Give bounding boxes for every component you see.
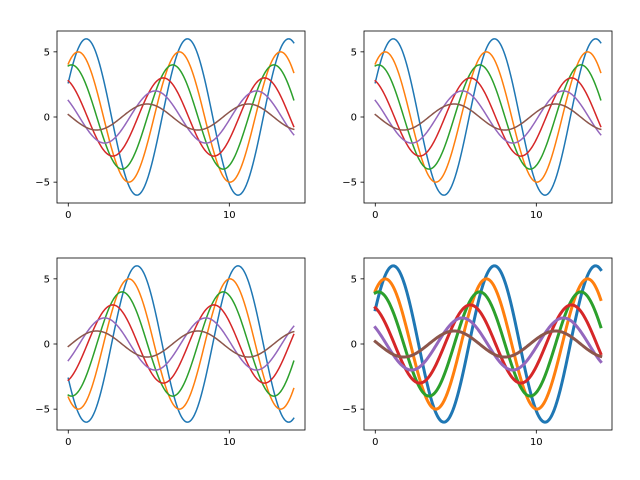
series-line-5 — [373, 316, 603, 372]
series-line-6 — [374, 103, 602, 131]
y-tick-label: 0 — [351, 340, 357, 351]
series-line-3 — [67, 291, 295, 397]
plot-area — [67, 265, 295, 423]
series-line-5 — [67, 317, 295, 371]
series-line-3 — [374, 64, 602, 170]
y-tick-label: 5 — [44, 274, 50, 285]
subplot-3: 0 10 −5 0 5 — [35, 257, 306, 448]
x-tick-label: 0 — [372, 210, 378, 221]
series-line-3 — [67, 64, 295, 170]
series-line-4 — [67, 77, 295, 157]
subplot-4: 0 10 −5 0 5 — [342, 257, 613, 448]
x-tick-label: 10 — [223, 437, 236, 448]
y-tick-label: −5 — [342, 178, 357, 189]
plot-area — [67, 38, 295, 196]
y-tick-label: 5 — [351, 47, 357, 58]
series-line-2 — [67, 278, 295, 410]
series-line-4 — [67, 304, 295, 384]
series-line-1 — [373, 264, 603, 424]
x-tick-label: 10 — [530, 210, 543, 221]
series-line-5 — [67, 90, 295, 144]
subplot-1: 0 10 −5 0 5 — [35, 30, 306, 221]
x-tick-label: 10 — [223, 210, 236, 221]
y-tick-label: 5 — [351, 274, 357, 285]
x-tick-label: 10 — [530, 437, 543, 448]
series-line-4 — [373, 303, 603, 385]
plot-area — [374, 38, 602, 196]
y-tick-label: −5 — [35, 178, 50, 189]
plot-area — [373, 264, 603, 424]
series-line-6 — [373, 329, 603, 359]
series-line-1 — [374, 38, 602, 196]
series-line-5 — [374, 90, 602, 144]
y-tick-label: −5 — [35, 405, 50, 416]
series-line-1 — [67, 265, 295, 423]
y-tick-label: 0 — [351, 113, 357, 124]
y-tick-label: 0 — [44, 113, 50, 124]
series-line-6 — [67, 330, 295, 358]
y-tick-label: 0 — [44, 340, 50, 351]
x-tick-label: 0 — [65, 210, 71, 221]
series-line-3 — [373, 290, 603, 398]
x-tick-label: 0 — [372, 437, 378, 448]
y-tick-label: 5 — [44, 47, 50, 58]
x-tick-label: 0 — [65, 437, 71, 448]
series-line-1 — [67, 38, 295, 196]
y-tick-label: −5 — [342, 405, 357, 416]
series-line-6 — [67, 103, 295, 131]
series-line-2 — [67, 51, 295, 183]
subplot-2: 0 10 −5 0 5 — [342, 30, 613, 221]
series-line-4 — [374, 77, 602, 157]
series-line-2 — [374, 51, 602, 183]
